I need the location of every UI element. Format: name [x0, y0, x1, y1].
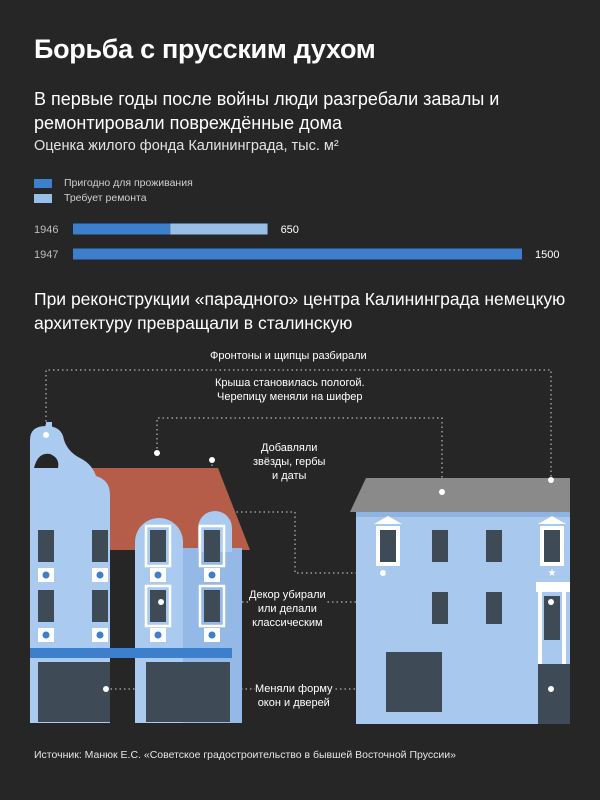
window [544, 530, 560, 562]
window [432, 592, 448, 624]
total-label-1946: 650 [281, 224, 299, 236]
shop-window [386, 652, 442, 712]
bar-1946-series-0 [73, 223, 171, 235]
window [150, 530, 166, 562]
total-label-1947: 1500 [535, 249, 559, 261]
window [544, 596, 560, 640]
category-label-1946: 1946 [34, 224, 58, 236]
portico [536, 582, 570, 724]
architecture-illustration: ★ [30, 369, 570, 724]
window-frame [144, 524, 172, 568]
section-heading: При реконструкции «парадного» центра Кал… [34, 289, 566, 333]
column [562, 592, 566, 724]
guide-gables [45, 369, 552, 480]
window-frame [198, 584, 226, 628]
legend-label-habitable: Пригодно для проживания [64, 177, 193, 189]
shop-band [30, 648, 232, 658]
window-frame [198, 524, 226, 568]
rosette-dots [42, 571, 216, 639]
window [38, 590, 54, 622]
chart-title: Оценка жилого фонда Калининграда, тыс. м… [34, 138, 339, 154]
window [486, 592, 502, 624]
window [380, 530, 396, 562]
legend-label-repair: Требует ремонта [64, 192, 147, 204]
pedimented-windows: ★ [374, 516, 566, 579]
pediment [538, 516, 566, 524]
legend-item-habitable: Пригодно для проживания [34, 177, 193, 189]
gable-finial [46, 422, 52, 430]
bar-chart: 1946 650 1947 1500 [34, 223, 559, 261]
window [432, 530, 448, 562]
page-subtitle: В первые годы после войны люди разгребал… [34, 89, 500, 133]
column [538, 592, 542, 724]
window [92, 530, 108, 562]
note-gables: Фронтоны и щипцы разбирали [210, 349, 367, 363]
window-frame [144, 584, 172, 628]
legend-item-repair: Требует ремонта [34, 192, 147, 204]
note-stars: Добавляли звёзды, гербы и даты [253, 441, 326, 483]
window [204, 530, 220, 562]
category-label-1947: 1947 [34, 249, 58, 261]
german-building [30, 422, 250, 723]
stalinist-building: ★ [350, 478, 570, 724]
window [150, 590, 166, 622]
pediment [374, 516, 402, 524]
legend-swatch-repair [34, 193, 52, 203]
legend-swatch-habitable [34, 178, 52, 188]
note-decor: Декор убирали или делали классическим [249, 588, 326, 630]
slate-roof [350, 478, 570, 512]
gable-window [34, 453, 59, 468]
guide-stars [211, 460, 383, 574]
window [92, 590, 108, 622]
portico-lintel [536, 582, 570, 592]
guide-dots [43, 432, 554, 692]
window [486, 530, 502, 562]
cornice [356, 512, 570, 517]
window [204, 590, 220, 622]
shop-window [38, 662, 110, 722]
windows-second-floor [432, 592, 502, 624]
door [538, 664, 570, 724]
window-frames [144, 524, 226, 628]
window [38, 530, 54, 562]
bar-1946-series-1 [170, 223, 268, 235]
windows-left [38, 530, 220, 622]
note-windows: Меняли форму окон и дверей [255, 682, 333, 710]
source-note: Источник: Манюк Е.С. «Советское градостр… [34, 749, 456, 761]
star-icon: ★ [548, 568, 557, 579]
bar-1947-series-0 [73, 248, 522, 260]
note-roof: Крыша становилась пологой. Черепицу меня… [215, 376, 365, 404]
page-title: Борьба с прусским духом [34, 34, 376, 64]
guide-roof [156, 417, 443, 492]
shop-window [146, 662, 230, 722]
